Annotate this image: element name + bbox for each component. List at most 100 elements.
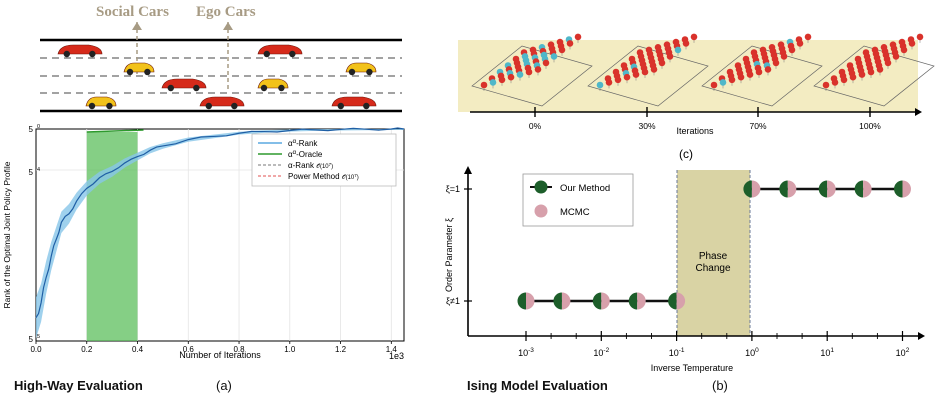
our-method-point — [779, 180, 788, 198]
mcmc-point — [787, 180, 797, 198]
spin-up — [755, 68, 763, 76]
spin-up — [804, 33, 812, 41]
legend-mcmc-marker — [534, 204, 548, 218]
mcmc-point — [561, 292, 571, 310]
ising-data-point — [779, 180, 797, 198]
spin-up — [641, 68, 649, 76]
social-car — [57, 44, 103, 58]
our-method-point — [743, 180, 752, 198]
x-tick-label: 0.4 — [132, 345, 144, 354]
our-method-point — [818, 180, 828, 198]
spin-up — [632, 71, 640, 78]
ising-data-point — [743, 180, 761, 198]
x-tick-label: 1.0 — [284, 345, 296, 354]
our-method-point — [854, 180, 864, 198]
phase-change-region — [677, 170, 750, 336]
spin-up — [840, 76, 848, 84]
spin-up — [558, 46, 566, 54]
ego-cars-label: Ego Cars — [196, 4, 256, 20]
alpha-alpha-rank-line — [35, 127, 405, 318]
spin-up — [566, 40, 574, 47]
our-method-point — [517, 292, 526, 310]
x-tick-label: 1.4 — [386, 345, 398, 354]
spin-up — [867, 68, 875, 76]
spin-up — [623, 73, 631, 81]
social-car — [161, 78, 207, 92]
x-tick-label: 0.6 — [183, 345, 195, 354]
spin-up — [574, 33, 582, 41]
ising-data-point — [894, 180, 911, 198]
spin-up — [764, 66, 772, 73]
legend-alpha-rank: α-Rank 𝒪(107) — [288, 161, 333, 170]
ising-x-tick-label: 10-1 — [669, 347, 685, 358]
ising-x-tick-label: 100 — [745, 347, 759, 358]
iteration-tick-label: 70% — [749, 121, 766, 131]
legend-mcmc: MCMC — [560, 207, 590, 218]
iteration-tick-label: 100% — [859, 121, 881, 131]
spin-up — [916, 33, 924, 41]
y-tick-exp-top: 0 — [37, 124, 40, 130]
spin-up — [605, 79, 613, 86]
rank-chart: 0.0 0.2 0.4 0.6 0.8 1.0 1.2 1.4 5 0 5 4 5 5 Ran… — [2, 124, 405, 361]
legend-oracle: αα-Oracle — [288, 150, 323, 159]
social-car — [199, 96, 245, 110]
spin-up — [908, 40, 916, 47]
mcmc-point — [827, 180, 836, 198]
spin-up — [525, 68, 533, 76]
y-tick-exp-bottom: 5 — [37, 334, 40, 340]
ising-x-tick-label: 10-2 — [593, 347, 609, 358]
panel-c-letter: (c) — [679, 147, 693, 161]
spin-up — [614, 76, 622, 84]
spin-up — [728, 76, 736, 84]
mcmc-point — [751, 180, 761, 198]
ego-car — [345, 62, 377, 76]
spin-down — [596, 81, 604, 89]
y-label-xi-1: ξ=1 — [446, 184, 460, 194]
panel-a — [40, 22, 402, 113]
spin-up — [710, 81, 718, 89]
ising-x-tick-label: 10-3 — [518, 347, 534, 358]
legend-our-method: Our Method — [560, 183, 610, 194]
spin-up — [737, 73, 745, 81]
ising-x-tick-label: 102 — [896, 347, 910, 358]
spin-up — [788, 46, 796, 54]
phase-change-label-2: Change — [695, 263, 730, 274]
spin-up — [534, 66, 542, 73]
mcmc-point — [601, 292, 610, 310]
x-tick-label: 1.2 — [335, 345, 347, 354]
ising-legend: Our Method MCMC — [522, 173, 634, 227]
x-tick-label: 0.2 — [81, 345, 93, 354]
iterations-label: Iterations — [676, 126, 714, 136]
ising-data-point — [818, 180, 836, 198]
spin-up — [796, 40, 804, 47]
spin-up — [822, 81, 830, 89]
spin-down — [719, 79, 727, 86]
spin-down — [516, 71, 524, 78]
legend-power-method: Power Method 𝒪(107) — [288, 172, 359, 181]
panel-c: 0% 30% 70% 100% Iterations (c) — [458, 33, 935, 161]
spin-up — [480, 81, 488, 89]
spin-up — [658, 59, 666, 67]
rank-x-axis-label: Number of Iterations — [179, 350, 261, 360]
our-method-point — [553, 292, 562, 310]
ising-data-point — [517, 292, 535, 310]
oracle-line — [86, 129, 144, 133]
our-method-point — [894, 180, 903, 198]
ising-data-point — [553, 292, 571, 310]
spin-up — [746, 71, 754, 78]
ising-y-axis-label: Order Parameter ξ — [444, 218, 454, 292]
ego-car — [257, 78, 289, 92]
y-tick-exp-mid: 4 — [37, 167, 40, 173]
spin-up — [900, 46, 908, 54]
x-scale-label: 1e3 — [389, 351, 404, 361]
mcmc-point — [902, 180, 911, 198]
phase-change-label-1: Phase — [699, 251, 728, 262]
x-tick-label: 0.8 — [233, 345, 245, 354]
y-tick-label-top: 5 — [29, 125, 34, 134]
ego-car — [123, 62, 155, 76]
spin-up — [666, 53, 674, 60]
mcmc-point — [676, 292, 686, 310]
spin-up — [682, 40, 690, 47]
y-tick-label-bottom: 5 — [29, 335, 34, 344]
our-method-point — [628, 292, 638, 310]
